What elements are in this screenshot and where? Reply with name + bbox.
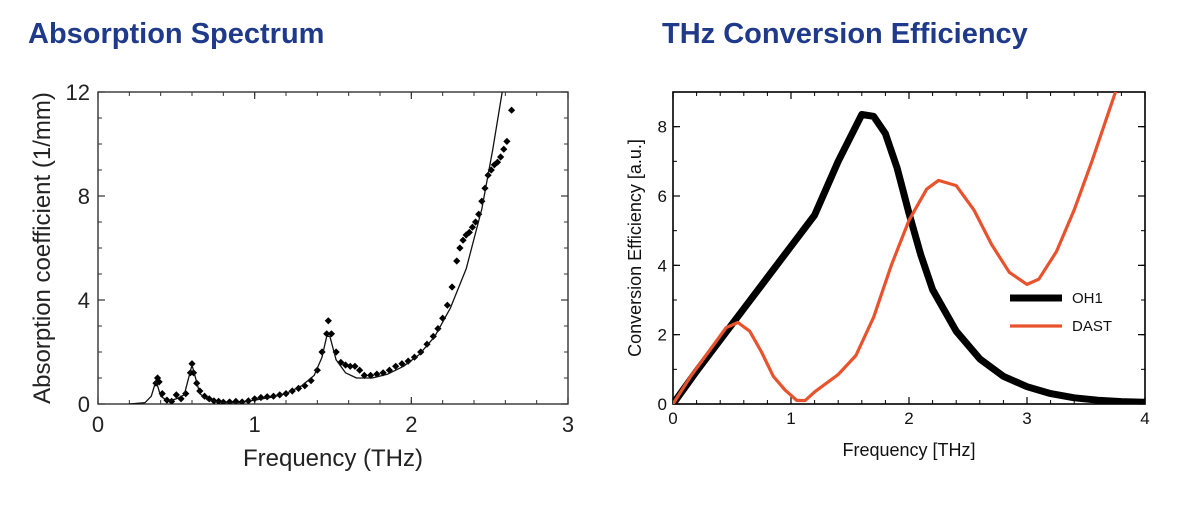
data-point-marker [367,371,375,379]
data-point-marker [251,395,259,403]
data-point-marker [448,283,456,291]
data-point-marker [453,257,461,265]
y-tick-label: 4 [78,288,90,313]
data-point-marker [313,366,321,374]
data-point-marker [323,330,331,338]
data-point-marker [373,370,381,378]
series-line-oh1 [673,111,1145,404]
y-tick-label: 8 [78,184,90,209]
data-point-marker [379,369,387,377]
data-point-marker [205,395,213,403]
x-axis-label: Frequency (THz) [243,445,423,472]
series-line-dast [673,92,1118,404]
data-point-marker [327,330,336,338]
conversion-chart-title: THz Conversion Efficiency [662,18,1028,50]
data-point-marker [356,366,364,374]
data-point-marker [456,244,464,252]
data-point-marker [155,378,163,386]
x-tick-label: 2 [904,409,913,428]
data-point-marker [468,223,477,231]
data-point-marker [439,314,447,322]
data-point-marker [351,362,359,370]
data-point-marker [385,366,393,374]
x-axis-label: Frequency [THz] [842,440,975,460]
data-point-marker [443,301,451,309]
data-point-marker [503,137,511,145]
data-point-marker [307,377,315,385]
data-point-marker [465,228,473,236]
data-point-marker [324,317,332,325]
series-line-fit [128,92,503,404]
data-point-marker [398,360,406,368]
legend-label-oh1: OH1 [1072,290,1103,307]
plot-frame [97,91,569,405]
data-point-marker [392,362,400,370]
data-point-marker [158,390,166,398]
data-point-marker [360,371,368,379]
data-point-marker [462,231,470,239]
data-point-marker [188,360,196,368]
data-point-marker [263,393,271,401]
x-tick-label: 2 [405,412,417,437]
x-tick-label: 1 [786,409,795,428]
plot-frame [672,91,1146,405]
y-tick-label: 0 [78,392,90,417]
data-point-marker [346,362,354,370]
x-tick-label: 0 [92,412,104,437]
legend-label-dast: DAST [1072,318,1112,335]
y-tick-label: 8 [658,118,667,137]
data-point-marker [500,145,508,153]
absorption-chart-title: Absorption Spectrum [28,18,325,50]
data-point-marker [172,391,180,399]
y-tick-label: 6 [658,187,667,206]
y-tick-label: 0 [658,395,667,414]
data-point-marker [490,161,498,169]
plot-area [128,92,516,404]
y-axis-label: Conversion Efficiency [a.u.] [625,139,645,357]
y-tick-label: 4 [658,256,667,275]
plot-area [673,92,1145,404]
y-tick-label: 2 [658,326,667,345]
x-tick-label: 0 [668,409,677,428]
data-point-marker [182,390,190,398]
x-tick-label: 3 [562,412,574,437]
data-point-marker [508,106,516,114]
x-tick-label: 1 [249,412,261,437]
y-axis-label: Absorption coefficient (1/mm) [29,92,56,404]
data-point-marker [200,392,209,400]
x-tick-label: 3 [1022,409,1031,428]
data-point-marker [493,158,502,166]
data-point-marker [497,153,505,161]
legend: OH1 DAST [1010,290,1112,335]
data-point-marker [423,340,431,348]
y-tick-label: 12 [66,80,90,105]
x-tick-label: 4 [1140,409,1149,428]
data-point-marker [404,357,412,365]
data-point-marker [337,358,345,366]
data-point-marker [459,236,467,244]
chart-conversion: 0 1 2 3 4 0 2 4 6 8 Frequency [THz] Conversion Effi… [625,91,1150,460]
